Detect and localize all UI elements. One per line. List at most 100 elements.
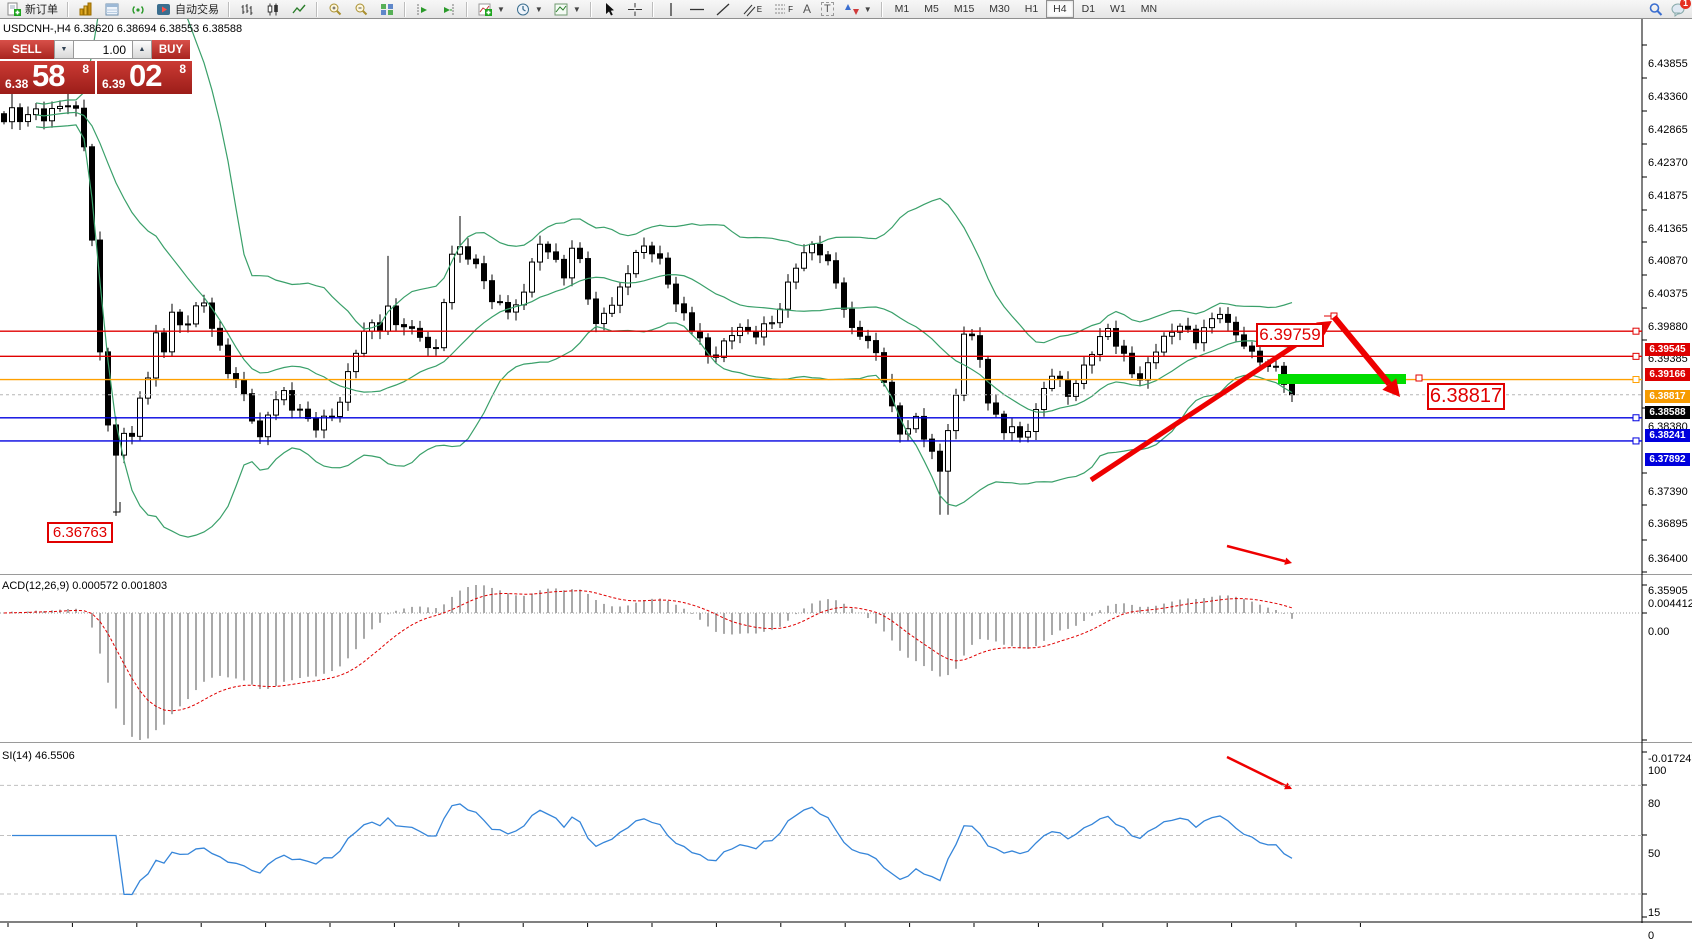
volume-increase-button[interactable]: ▲ [132, 40, 152, 59]
candle-body [897, 405, 903, 435]
bar-chart-icon [241, 3, 253, 15]
timeframe-button-M1[interactable]: M1 [894, 3, 910, 15]
vertical-line-tool[interactable] [659, 1, 683, 18]
candle-body [273, 399, 279, 416]
toolbar-separator [67, 1, 69, 17]
price-tick-label: 6.35905 [1648, 585, 1688, 597]
main-toolbar: 新订单 自动交易 [0, 0, 1692, 19]
tile-windows-button[interactable] [375, 1, 399, 18]
candle-body [217, 327, 223, 346]
notifications-button[interactable]: 1 [1670, 0, 1691, 17]
candle-body [761, 323, 767, 338]
clock-icon [516, 3, 529, 15]
bollinger-upper-band [35, 19, 1293, 344]
order-row: SELL ▼ ▲ BUY [0, 40, 192, 59]
periods-button[interactable]: ▼ [511, 1, 547, 18]
price-display-row: 6.38 58 8 6.39 02 8 [0, 58, 192, 94]
candle-body [1105, 327, 1111, 338]
candle-body [289, 390, 295, 411]
up-trend-arrow [1089, 326, 1322, 483]
cursor-tool-button[interactable] [597, 1, 621, 18]
candle-body [121, 432, 127, 456]
timeframe-button-W1[interactable]: W1 [1110, 3, 1126, 15]
candle-body [993, 402, 999, 415]
candle-body [337, 401, 343, 418]
candle-body [145, 377, 151, 399]
candle-body [1153, 351, 1159, 364]
indicators-button[interactable]: ▼ [473, 1, 509, 18]
volume-decrease-button[interactable]: ▼ [54, 40, 74, 59]
candle-body [929, 438, 935, 452]
low-price-callout[interactable]: 6.36763 [47, 522, 113, 543]
buy-price-pip: 8 [179, 62, 186, 76]
data-window-button[interactable] [100, 1, 124, 18]
candle-body [33, 108, 39, 116]
fibonacci-tool[interactable]: F [768, 1, 797, 18]
templates-button[interactable]: ▼ [549, 1, 585, 18]
timeframe-button-M15[interactable]: M15 [953, 3, 975, 15]
text-tool[interactable]: A [799, 1, 815, 18]
sell-button[interactable]: SELL [0, 40, 54, 59]
price-tick-label: 6.36895 [1648, 518, 1688, 530]
new-order-icon [7, 2, 21, 16]
timeframe-button-D1[interactable]: D1 [1081, 3, 1096, 15]
sell-price-display[interactable]: 6.38 58 8 [0, 58, 95, 94]
candle-body [449, 253, 455, 304]
line-chart-button[interactable] [287, 1, 311, 18]
high-price-callout[interactable]: 6.39759 [1256, 323, 1324, 347]
candle-body [329, 415, 335, 418]
crosshair-tool-button[interactable] [623, 1, 647, 18]
timeframe-group: M1 M5 M15 M30 H1 H4 D1 W1 MN [888, 0, 1164, 18]
timeframe-button-H1[interactable]: H1 [1024, 3, 1039, 15]
zoom-in-icon [329, 3, 342, 15]
toolbar-separator [466, 1, 468, 17]
new-order-button[interactable]: 新订单 [2, 1, 62, 18]
line-chart-icon [292, 4, 306, 13]
candle-body [465, 246, 471, 260]
candle-body [801, 252, 807, 269]
candle-body [1009, 426, 1015, 434]
channel-tool[interactable]: E [737, 1, 766, 18]
candlestick-chart-button[interactable] [261, 1, 285, 18]
chart-shift-button[interactable] [437, 1, 461, 18]
candle-body [937, 450, 943, 472]
target-price-callout[interactable]: 6.38817 [1427, 383, 1505, 410]
toolbar-right-group: 1 [1648, 0, 1691, 17]
auto-scroll-button[interactable] [411, 1, 435, 18]
timeframe-button-H4[interactable]: H4 [1046, 0, 1074, 18]
candle-body [489, 280, 495, 303]
buy-button[interactable]: BUY [152, 40, 190, 59]
market-watch-button[interactable] [74, 1, 98, 18]
chevron-down-icon: ▼ [863, 4, 872, 14]
timeframe-button-M30[interactable]: M30 [989, 3, 1010, 15]
target-callout-anchor [1415, 374, 1423, 382]
strategy-tester-button[interactable] [126, 1, 150, 18]
arrows-tool[interactable]: ▼ [840, 1, 876, 18]
trendline-tool[interactable] [711, 1, 735, 18]
zoom-in-button[interactable] [323, 1, 347, 18]
candle-body [73, 105, 79, 109]
text-label-tool[interactable]: T [817, 1, 838, 18]
auto-trading-button[interactable]: 自动交易 [152, 1, 223, 18]
rsi-tick-label: 100 [1648, 765, 1667, 777]
bar-chart-button[interactable] [235, 1, 259, 18]
timeframe-button-MN[interactable]: MN [1140, 3, 1158, 15]
candle-body [793, 267, 799, 283]
bollinger-middle-band [35, 111, 1293, 413]
timeframe-button-M5[interactable]: M5 [924, 3, 939, 15]
volume-input[interactable] [74, 40, 132, 59]
candle-body [841, 282, 847, 310]
search-icon[interactable] [1648, 2, 1664, 17]
notification-badge: 1 [1679, 0, 1691, 9]
horizontal-line-icon [689, 8, 704, 10]
candle-body [529, 261, 535, 293]
candle-body [425, 336, 431, 349]
channel-letter: E [756, 4, 763, 14]
zoom-out-button[interactable] [349, 1, 373, 18]
channel-icon [743, 4, 756, 16]
buy-price-display[interactable]: 6.39 02 8 [97, 58, 192, 94]
down-trend-arrow [1331, 315, 1392, 386]
candle-body [865, 335, 871, 342]
horizontal-line-tool[interactable] [685, 1, 709, 18]
chevron-down-icon: ▼ [572, 4, 581, 14]
